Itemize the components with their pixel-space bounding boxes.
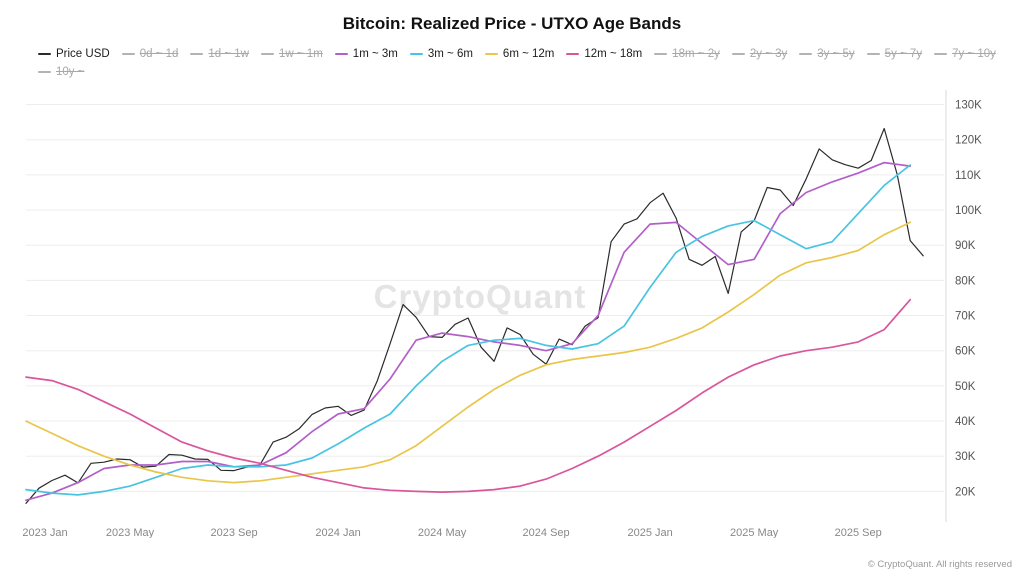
legend-item-5y-7y[interactable]: 5y ~ 7y bbox=[866, 48, 923, 60]
chart-title: Bitcoin: Realized Price - UTXO Age Bands bbox=[342, 14, 682, 33]
x-axis-label: 2023 Sep bbox=[210, 527, 257, 538]
y-axis-label: 30K bbox=[955, 451, 976, 463]
x-axis-label: 2024 May bbox=[418, 527, 467, 538]
x-axis-label: 2025 Jan bbox=[628, 527, 673, 538]
legend-item-18m-2y[interactable]: 18m ~ 2y bbox=[654, 48, 720, 60]
legend-color-dash bbox=[334, 53, 348, 55]
legend-label: 1w ~ 1m bbox=[279, 48, 323, 60]
x-axis-label: 2023 May bbox=[106, 527, 155, 538]
series-line-12m-18m bbox=[25, 298, 912, 493]
legend-item-10y[interactable]: 10y ~ bbox=[38, 66, 84, 78]
legend-label: 12m ~ 18m bbox=[584, 48, 643, 60]
legend-color-dash bbox=[566, 53, 580, 55]
legend-item-7y-10y[interactable]: 7y ~ 10y bbox=[934, 48, 996, 60]
y-axis-label: 70K bbox=[955, 311, 976, 323]
x-axis-label: 2024 Jan bbox=[315, 527, 360, 538]
series-line-price-usd bbox=[25, 127, 924, 504]
legend-label: 1m ~ 3m bbox=[352, 48, 398, 60]
legend-color-dash bbox=[654, 53, 668, 55]
legend-label: Price USD bbox=[56, 48, 110, 60]
legend-color-dash bbox=[409, 53, 423, 55]
series-line-3m-6m bbox=[25, 164, 912, 496]
series-line-6m-12m bbox=[25, 221, 912, 484]
legend-item-2y-3y[interactable]: 2y ~ 3y bbox=[731, 48, 788, 60]
y-axis-label: 40K bbox=[955, 416, 976, 428]
x-axis-label: 2023 Jan bbox=[22, 527, 67, 538]
series-line-1m-3m bbox=[25, 161, 912, 502]
legend-color-dash bbox=[38, 53, 51, 55]
legend-color-dash bbox=[866, 53, 880, 55]
y-axis-label: 20K bbox=[955, 486, 976, 498]
watermark: CryptoQuant bbox=[374, 278, 587, 315]
x-axis-label: 2025 May bbox=[730, 527, 779, 538]
copyright-note: © CryptoQuant. All rights reserved bbox=[867, 559, 1012, 570]
y-axis-label: 120K bbox=[955, 135, 982, 147]
legend-label: 6m ~ 12m bbox=[502, 48, 555, 60]
legend-item-1d-1w[interactable]: 1d ~ 1w bbox=[190, 48, 249, 60]
legend-color-dash bbox=[190, 53, 204, 55]
legend-label: 10y ~ bbox=[56, 66, 85, 78]
chart-area[interactable]: 20K 30K 40K 50K 60K 70K 80K 90K 100K 110K 120K 130K… bbox=[18, 86, 1006, 539]
y-axis-label: 130K bbox=[955, 100, 982, 112]
legend-color-dash bbox=[261, 53, 274, 55]
legend-label: 1d ~ 1w bbox=[208, 48, 249, 60]
x-axis-label: 2025 Sep bbox=[835, 527, 882, 538]
legend-label: 2y ~ 3y bbox=[749, 48, 788, 60]
y-axis-label: 90K bbox=[955, 240, 976, 252]
legend-color-dash bbox=[484, 53, 498, 55]
legend-color-dash bbox=[731, 53, 745, 55]
x-axis-label: 2024 Sep bbox=[523, 527, 570, 538]
legend-label: 5y ~ 7y bbox=[884, 48, 923, 60]
legend-color-dash bbox=[799, 53, 813, 55]
legend-item-3m-6m[interactable]: 3m ~ 6m bbox=[409, 48, 473, 60]
y-axis-label: 60K bbox=[955, 346, 976, 358]
legend-color-dash bbox=[38, 71, 51, 73]
y-axis-label: 110K bbox=[955, 170, 981, 182]
y-axis-label: 50K bbox=[955, 381, 976, 393]
chart-svg[interactable]: 20K 30K 40K 50K 60K 70K 80K 90K 100K 110K 120K 130K… bbox=[18, 86, 1006, 539]
legend-item-3y-5y[interactable]: 3y ~ 5y bbox=[799, 48, 855, 60]
y-axis-label: 100K bbox=[955, 205, 982, 217]
y-axis-label: 80K bbox=[955, 275, 976, 287]
legend-label: 7y ~ 10y bbox=[952, 48, 996, 60]
legend-label: 18m ~ 2y bbox=[672, 48, 720, 60]
legend-item-6m-12m[interactable]: 6m ~ 12m bbox=[484, 48, 555, 60]
legend-label: 0d ~ 1d bbox=[139, 48, 179, 60]
legend: Price USD 0d ~ 1d 1d ~ 1w 1w ~ 1m 1m ~ 3m 3m … bbox=[38, 48, 1003, 78]
legend-color-dash bbox=[121, 53, 135, 55]
legend-item-12m-18m[interactable]: 12m ~ 18m bbox=[566, 48, 642, 60]
legend-item-price-usd[interactable]: Price USD bbox=[38, 48, 110, 60]
legend-color-dash bbox=[934, 53, 948, 55]
legend-label: 3y ~ 5y bbox=[817, 48, 855, 60]
legend-item-1m-3m[interactable]: 1m ~ 3m bbox=[334, 48, 398, 60]
legend-item-0d-1d[interactable]: 0d ~ 1d bbox=[121, 48, 179, 60]
legend-item-1w-1m[interactable]: 1w ~ 1m bbox=[261, 48, 323, 60]
legend-label: 3m ~ 6m bbox=[427, 48, 473, 60]
